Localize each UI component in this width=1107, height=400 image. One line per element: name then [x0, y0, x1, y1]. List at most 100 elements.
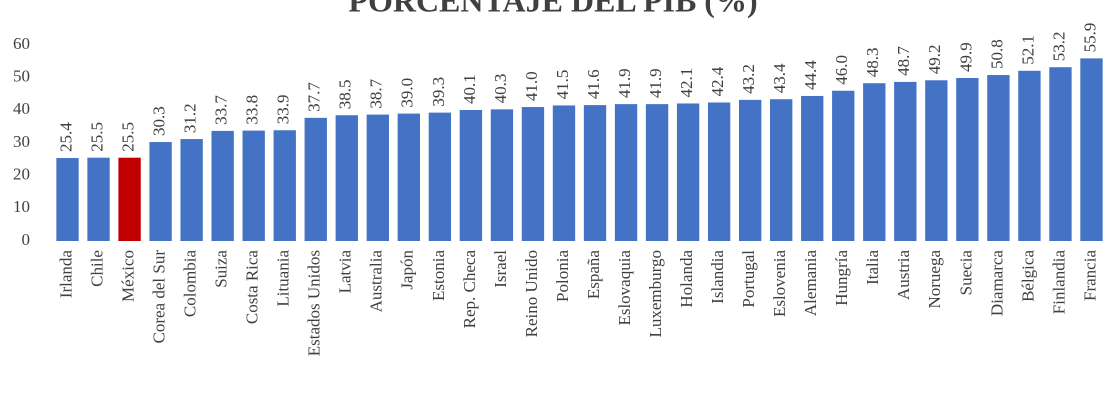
value-label: 42.4	[708, 66, 727, 96]
bar	[180, 139, 203, 241]
value-label: 53.2	[1049, 31, 1068, 61]
x-tick-label: Lituania	[274, 250, 293, 307]
x-tick-label: Latvia	[336, 250, 355, 294]
value-label: 43.4	[770, 63, 789, 93]
bar	[87, 157, 110, 241]
value-label: 43.2	[739, 64, 758, 94]
value-label: 40.3	[491, 74, 510, 104]
bar	[552, 105, 576, 241]
bar	[925, 80, 948, 241]
value-label: 40.1	[460, 74, 479, 104]
bar	[894, 81, 917, 241]
value-label: 25.5	[87, 122, 106, 152]
bar	[149, 142, 172, 241]
x-tick-label: Austria	[894, 250, 913, 301]
value-label: 37.7	[305, 82, 324, 112]
y-tick-label: 10	[13, 197, 30, 216]
bar	[428, 112, 452, 242]
value-label: 41.9	[646, 68, 665, 98]
bar	[676, 103, 700, 242]
bar	[1049, 67, 1072, 241]
x-tick-label: Suiza	[212, 250, 231, 288]
bar	[987, 75, 1010, 241]
x-tick-label: Italia	[863, 250, 882, 285]
x-tick-label: Polonia	[553, 250, 572, 302]
bar	[614, 104, 638, 241]
value-label: 41.5	[553, 70, 572, 100]
value-label: 41.9	[615, 68, 634, 98]
x-tick-label: Suecia	[956, 250, 975, 296]
bar	[118, 157, 141, 241]
value-label: 39.0	[398, 78, 417, 108]
value-label: 31.2	[181, 103, 200, 133]
value-label: 44.4	[801, 60, 820, 90]
x-tick-label: Corea del Sur	[150, 250, 169, 344]
value-label: 33.9	[274, 95, 293, 125]
x-tick-label: Francia	[1080, 250, 1099, 301]
value-label: 33.8	[243, 95, 262, 125]
x-tick-label: Estonia	[429, 250, 448, 301]
value-label: 38.5	[336, 79, 355, 109]
bar	[459, 110, 483, 241]
bar	[335, 115, 358, 241]
x-tick-label: Finlandia	[1049, 250, 1068, 315]
bar	[1018, 70, 1041, 241]
y-tick-label: 60	[13, 34, 30, 53]
bar	[738, 99, 762, 241]
x-tick-label: Portugal	[739, 250, 758, 308]
bar	[242, 130, 265, 241]
bar	[1080, 58, 1103, 241]
bar	[366, 114, 389, 241]
y-tick-label: 0	[22, 230, 31, 249]
value-label: 42.1	[677, 68, 696, 98]
value-label: 46.0	[832, 55, 851, 85]
bar	[211, 130, 234, 241]
bar	[770, 99, 793, 241]
value-label: 25.4	[56, 122, 75, 152]
x-tick-label: Alemania	[801, 250, 820, 317]
x-tick-label: Irlanda	[56, 250, 75, 299]
x-tick-label: México	[118, 250, 137, 302]
x-tick-label: Chile	[87, 250, 106, 287]
value-label: 52.1	[1018, 35, 1037, 65]
bar	[273, 130, 296, 241]
value-label: 49.2	[925, 45, 944, 75]
value-label: 39.3	[429, 77, 448, 107]
x-tick-label: Estados Unidos	[305, 250, 324, 356]
x-tick-label: Costa Rica	[243, 250, 262, 325]
x-tick-label: Israel	[491, 250, 510, 288]
bar	[832, 90, 855, 241]
bar	[583, 105, 607, 242]
x-tick-label: Holanda	[677, 250, 696, 308]
bar	[956, 77, 979, 241]
x-tick-label: Eslovenia	[770, 250, 789, 317]
bar	[707, 102, 731, 241]
y-tick-label: 40	[13, 99, 30, 118]
x-tick-label: España	[584, 250, 603, 300]
bar	[801, 95, 824, 242]
y-tick-label: 30	[13, 132, 30, 151]
chart-title: PORCENTAJE DEL PIB (%)	[348, 0, 757, 18]
bar	[304, 117, 327, 241]
bar	[490, 109, 514, 241]
x-tick-label: Hungría	[832, 250, 851, 306]
x-tick-label: Islandia	[708, 250, 727, 304]
value-label: 41.0	[522, 71, 541, 101]
value-label: 50.8	[987, 39, 1006, 69]
value-label: 55.9	[1080, 23, 1099, 53]
value-label: 38.7	[367, 78, 386, 108]
x-tick-label: Colombia	[181, 250, 200, 318]
bar	[521, 107, 545, 241]
value-label: 41.6	[584, 69, 603, 99]
bar	[56, 158, 79, 241]
x-tick-label: Australia	[367, 250, 386, 313]
x-tick-label: Rep. Checa	[460, 250, 479, 329]
y-tick-label: 50	[13, 67, 30, 86]
value-label: 25.5	[118, 122, 137, 152]
x-tick-label: Luxemburgo	[646, 250, 665, 338]
y-tick-label: 20	[13, 165, 30, 184]
value-label: 49.9	[956, 42, 975, 72]
value-label: 48.3	[863, 47, 882, 77]
x-tick-label: Noruega	[925, 250, 944, 309]
